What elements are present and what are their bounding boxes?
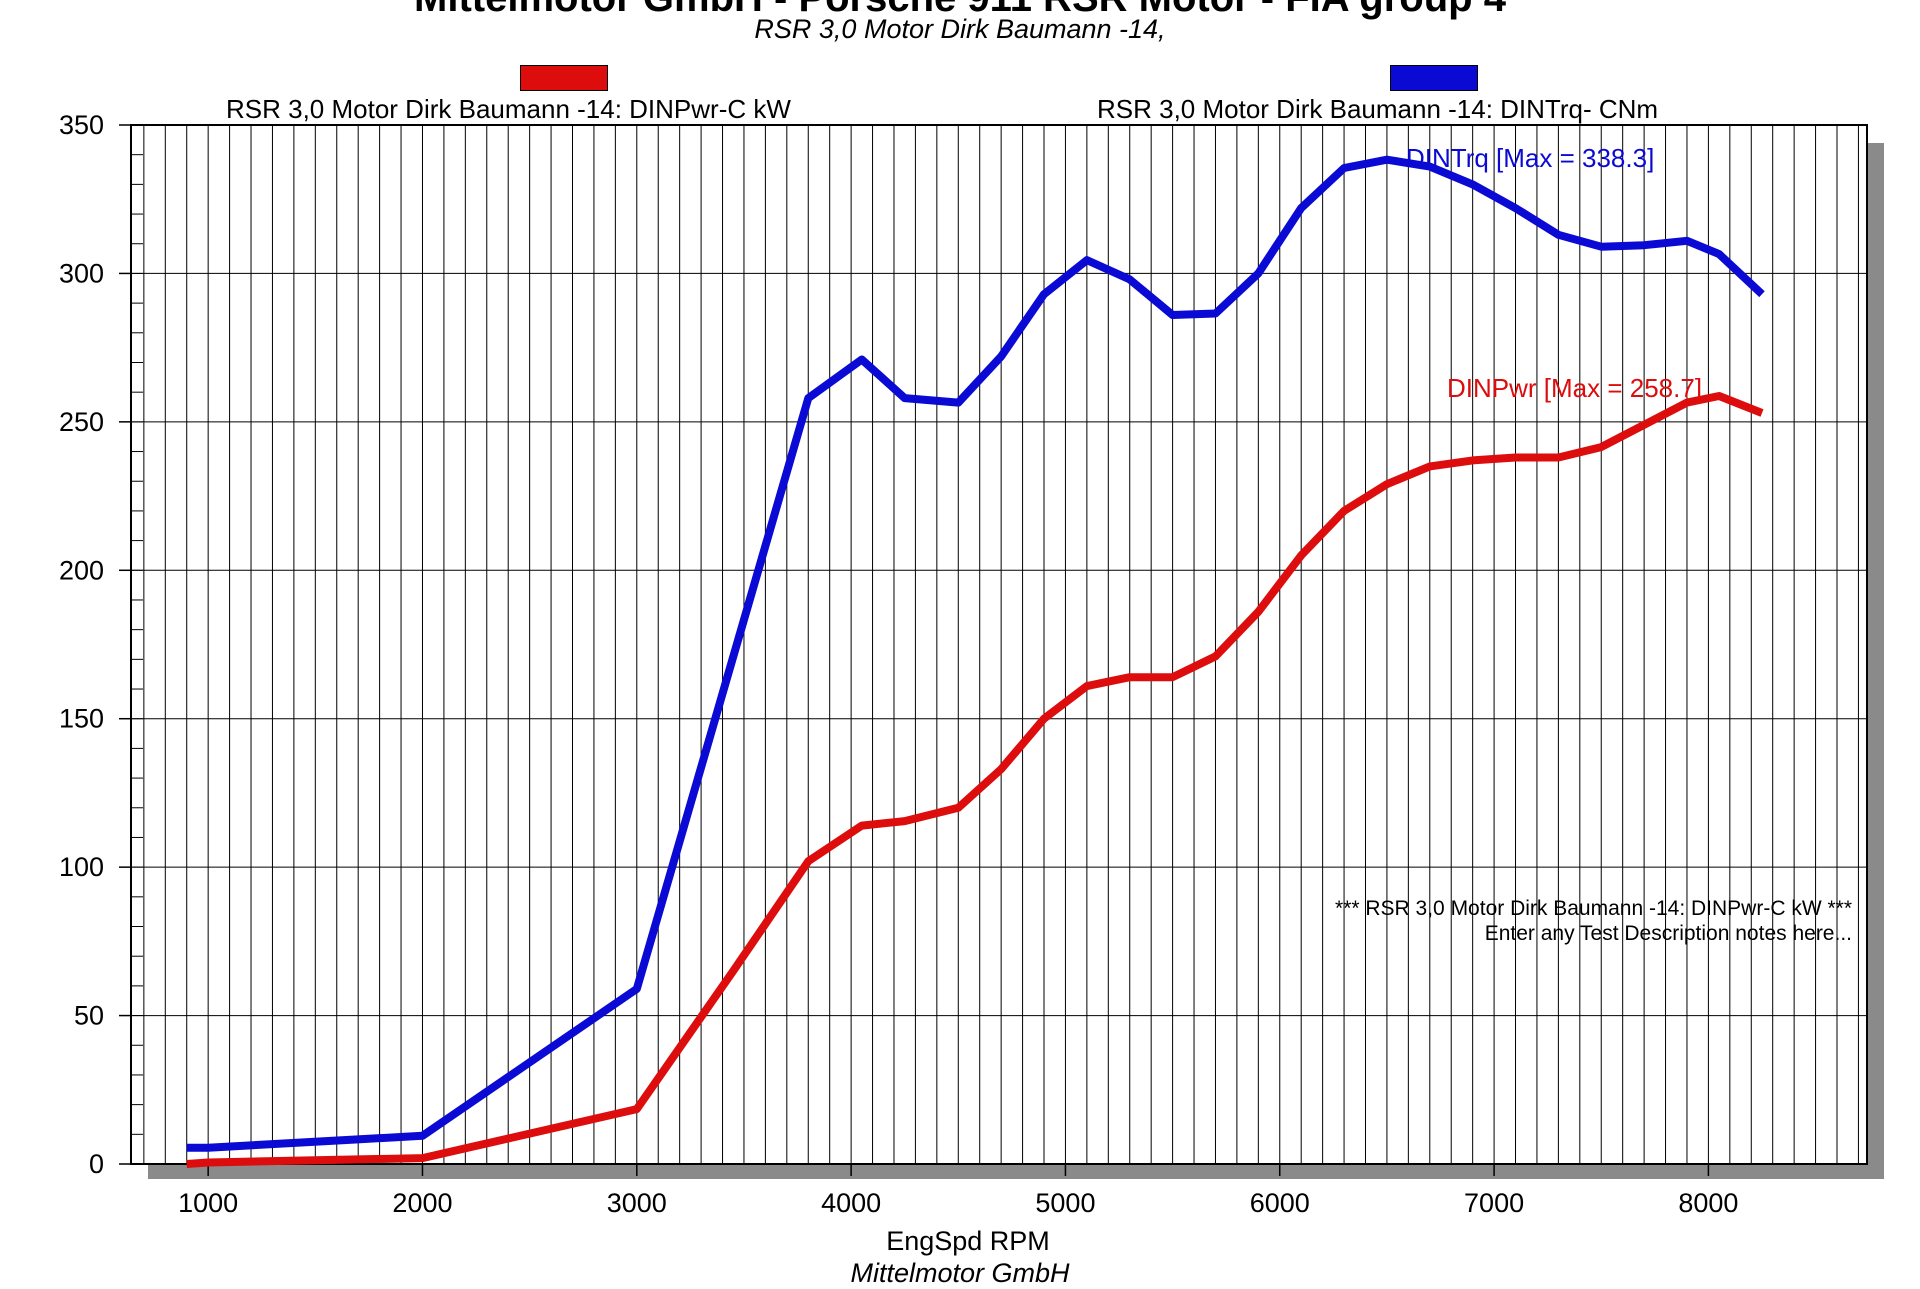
legend-label-power: RSR 3,0 Motor Dirk Baumann -14: DINPwr-C… (226, 94, 791, 124)
x-tick-label: 5000 (1035, 1188, 1095, 1218)
legend-label-torque: RSR 3,0 Motor Dirk Baumann -14: DINTrq- … (1097, 94, 1659, 124)
test-note-line1: *** RSR 3,0 Motor Dirk Baumann -14: DINP… (1335, 897, 1852, 920)
test-note-line2: Enter any Test Description notes here... (1484, 922, 1852, 945)
y-tick-label: 300 (59, 258, 104, 288)
x-tick-labels: 1000 2000 3000 4000 5000 6000 7000 8000 (178, 1164, 1738, 1218)
plot-area (130, 124, 1868, 1165)
x-tick-label: 6000 (1250, 1188, 1310, 1218)
x-tick-label: 3000 (607, 1188, 667, 1218)
legend-swatch-power (520, 65, 608, 91)
y-tick-label: 0 (89, 1149, 104, 1179)
chart-subtitle: RSR 3,0 Motor Dirk Baumann -14, (754, 14, 1166, 44)
power-max-label: DINPwr [Max = 258.7] (1447, 373, 1703, 403)
torque-line (186, 155, 1765, 1152)
power-line (186, 392, 1764, 1168)
x-tick-label: 1000 (178, 1188, 238, 1218)
chart-title: Mittelmotor GmbH - Porsche 911 RSR Motor… (0, 0, 1920, 21)
legend-swatch-torque (1390, 65, 1478, 91)
x-tick-label: 2000 (392, 1188, 452, 1218)
x-tick-label: 4000 (821, 1188, 881, 1218)
torque-max-label: DINTrq [Max = 338.3] (1406, 143, 1655, 173)
y-tick-label: 250 (59, 407, 104, 437)
y-tick-label: 350 (59, 110, 104, 140)
grid-lines (131, 124, 1867, 1165)
y-tick-label: 150 (59, 704, 104, 734)
y-tick-label: 50 (74, 1001, 104, 1031)
x-axis-label: EngSpd RPM (886, 1226, 1050, 1256)
y-tick-label: 200 (59, 555, 104, 585)
series-lines (186, 155, 1765, 1168)
x-tick-label: 7000 (1464, 1188, 1524, 1218)
y-minor-ticks (131, 124, 143, 1165)
y-tick-labels: 0 50 100 150 200 250 300 350 (59, 110, 131, 1179)
x-tick-label: 8000 (1678, 1188, 1738, 1218)
chart-footer: Mittelmotor GmbH (850, 1258, 1070, 1288)
y-tick-label: 100 (59, 852, 104, 882)
